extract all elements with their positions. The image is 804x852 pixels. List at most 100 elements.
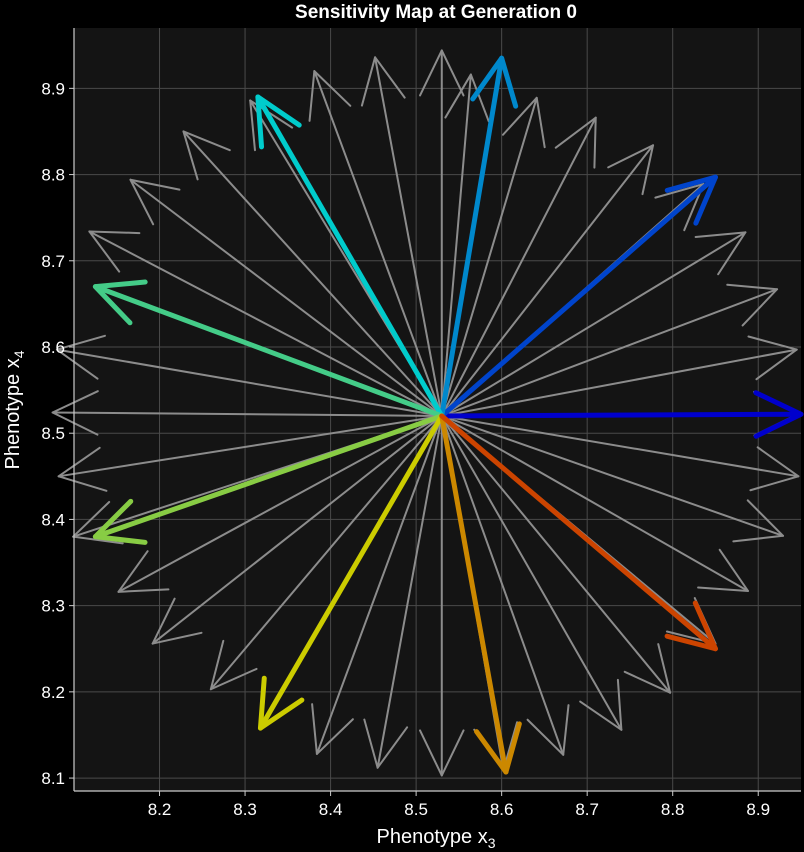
background-arrow-head — [732, 499, 785, 543]
y-tick-label: 8.1 — [41, 769, 65, 788]
x-tick-label: 8.5 — [404, 800, 428, 819]
highlight-arrow-shaft — [255, 94, 445, 419]
background-arrow-shaft — [440, 414, 565, 756]
highlight-arrow — [92, 413, 445, 545]
background-arrow-shaft — [440, 231, 747, 417]
x-tick-label: 8.2 — [148, 800, 172, 819]
background-arrow-shaft — [182, 130, 443, 417]
background-arrow — [419, 49, 465, 417]
background-arrow-shaft — [440, 96, 538, 417]
background-arrow-head — [209, 639, 258, 691]
background-arrow-shaft — [129, 178, 443, 417]
background-arrow-shaft — [440, 414, 749, 592]
background-arrow-head — [419, 729, 465, 777]
highlight-arrow-head — [470, 55, 519, 109]
y-axis-label-subscript: 4 — [11, 350, 27, 358]
background-arrow-head — [726, 283, 779, 327]
background-arrow-shaft — [374, 56, 443, 417]
background-arrow-head — [654, 183, 705, 232]
background-arrow — [440, 414, 623, 731]
y-tick-label: 8.7 — [41, 252, 65, 271]
highlight-arrow-shaft — [439, 413, 718, 652]
background-arrow-head — [182, 130, 231, 181]
background-arrow-shaft — [440, 288, 779, 417]
highlight-arrow — [439, 174, 718, 419]
highlight-arrow — [439, 390, 804, 439]
background-arrow-head — [749, 446, 800, 492]
background-arrow-head — [117, 550, 170, 593]
background-arrow — [440, 414, 785, 543]
background-arrow-head — [360, 56, 406, 107]
y-tick-label: 8.4 — [41, 510, 65, 529]
tick-labels: 8.2 8.3 8.4 8.5 8.6 8.7 8.8 8.9 8.1 8.2 8.3 8.4 8.5 8… — [41, 79, 770, 819]
background-arrow-shaft — [151, 414, 443, 645]
highlight-arrow-shaft — [92, 413, 445, 540]
background-arrow — [51, 390, 443, 436]
background-arrow — [440, 414, 749, 592]
background-arrow — [360, 56, 443, 417]
background-arrow-shaft — [440, 348, 798, 417]
highlight-arrow-head — [92, 498, 148, 545]
background-arrow — [440, 414, 570, 756]
highlight-arrow-head — [664, 600, 718, 652]
highlight-arrow — [255, 94, 445, 419]
background-arrow-head — [444, 73, 490, 123]
x-tick-label: 8.4 — [319, 800, 343, 819]
highlight-arrow-shaft — [439, 413, 509, 775]
background-arrow-shaft — [51, 411, 443, 417]
background-arrow — [419, 414, 465, 777]
background-arrow — [151, 414, 443, 645]
highlight-arrow — [92, 279, 445, 419]
axes-frame — [69, 28, 801, 796]
background-arrow-shaft — [440, 414, 672, 694]
background-arrow-head — [501, 96, 546, 149]
background-arrow-shaft — [55, 348, 443, 417]
background-arrow — [57, 414, 443, 492]
background-arrow — [182, 130, 443, 417]
highlight-arrow-head — [255, 94, 302, 150]
background-arrow-shaft — [440, 414, 800, 478]
x-tick-label: 8.9 — [746, 800, 770, 819]
y-tick-label: 8.3 — [41, 597, 65, 616]
background-arrow-shaft — [376, 414, 443, 769]
y-tick-label: 8.5 — [41, 424, 65, 443]
background-arrow-head — [694, 231, 747, 276]
chart-title: Sensitivity Map at Generation 0 — [295, 2, 577, 23]
background-arrow-shaft — [440, 73, 472, 417]
background-arrow — [88, 230, 443, 417]
highlight-arrow-shaft — [439, 174, 718, 419]
background-arrow — [117, 414, 443, 593]
background-arrow — [440, 231, 747, 417]
background-arrow-head — [129, 178, 181, 226]
highlight-arrow — [257, 413, 445, 731]
background-arrow-shaft — [313, 70, 443, 417]
highlight-arrow — [439, 55, 519, 419]
background-arrow — [440, 73, 490, 417]
background-arrow-head — [249, 99, 294, 152]
background-arrow — [308, 70, 443, 417]
x-tick-label: 8.7 — [575, 800, 599, 819]
background-arrow-head — [419, 49, 465, 97]
background-arrow — [440, 414, 672, 694]
highlight-arrow-head — [257, 675, 305, 731]
background-arrow — [440, 144, 655, 417]
x-axis-label: Phenotype x3 — [377, 826, 496, 851]
background-arrow — [440, 335, 798, 417]
background-arrow-head — [623, 643, 672, 694]
background-arrow-head — [697, 548, 749, 592]
y-tick-label: 8.2 — [41, 683, 65, 702]
x-tick-label: 8.8 — [661, 800, 685, 819]
background-arrow-shaft — [440, 414, 623, 731]
y-axis-label-text: Phenotype x — [2, 358, 24, 469]
background-arrow-shaft — [88, 230, 443, 417]
background-arrow-head — [72, 500, 124, 545]
background-arrow-shaft — [315, 414, 443, 755]
background-arrow-head — [363, 718, 409, 769]
background-arrow — [363, 414, 443, 769]
background-arrow-head — [554, 116, 597, 169]
highlight-arrow — [439, 413, 522, 775]
x-tick-label: 8.3 — [233, 800, 257, 819]
highlight-arrow-shaft — [92, 284, 445, 419]
y-axis-label: Phenotype x4 — [2, 350, 27, 469]
